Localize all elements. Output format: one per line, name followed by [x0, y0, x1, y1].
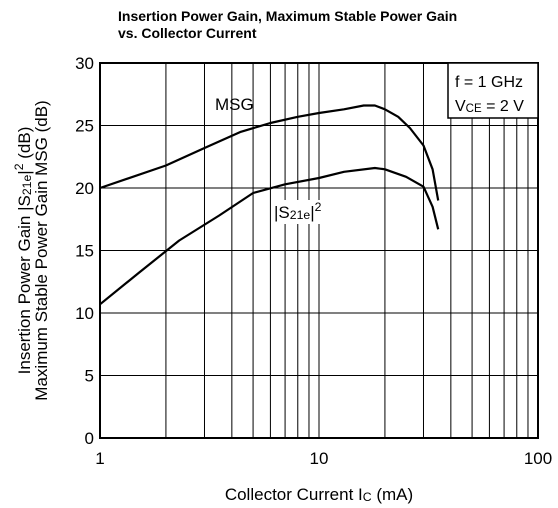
text-part: |	[310, 203, 314, 222]
chart-title: Insertion Power Gain, Maximum Stable Pow…	[118, 8, 457, 24]
annotation: f = 1 GHz	[455, 74, 523, 91]
text-part: = 2 V	[482, 98, 525, 115]
annotation: VCE = 2 V	[455, 98, 524, 115]
text-part: Insertion Power Gain |S	[15, 195, 34, 374]
text-part: Maximum Stable Power Gain MSG (dB)	[32, 100, 51, 400]
text-part: 2	[315, 200, 322, 214]
text-part: V	[455, 98, 466, 115]
text-part: 21e	[20, 175, 34, 196]
text-part: C	[363, 490, 372, 504]
y-tick-label: 5	[85, 367, 94, 386]
series-label: MSG	[215, 95, 254, 114]
x-tick-label: 100	[524, 449, 552, 468]
series-label: |S21e|2	[274, 200, 322, 222]
x-axis-label: Collector Current IC (mA)	[225, 485, 413, 504]
text-part: CE	[466, 103, 482, 115]
y-tick-label: 30	[75, 54, 94, 73]
series-line	[99, 166, 440, 306]
x-tick-label: 1	[95, 449, 104, 468]
text-part: Collector Current I	[225, 485, 363, 504]
y-axis-label: Maximum Stable Power Gain MSG (dB)	[32, 100, 51, 400]
plot-frame	[99, 62, 539, 439]
x-tick-label: 10	[310, 449, 329, 468]
text-part: 2	[12, 163, 26, 170]
text-part: 21e	[290, 208, 311, 222]
label-bg	[272, 200, 330, 224]
y-tick-label: 10	[75, 304, 94, 323]
annotation-box	[447, 62, 539, 119]
text-part: (dB)	[15, 127, 34, 164]
text-part: (mA)	[372, 485, 414, 504]
text-part: f = 1 GHz	[455, 74, 523, 91]
chart-title: vs. Collector Current	[118, 25, 257, 41]
text-part: |	[15, 170, 34, 174]
y-axis-label: Insertion Power Gain |S21e|2 (dB)	[12, 127, 34, 375]
y-tick-label: 0	[85, 429, 94, 448]
y-tick-label: 25	[75, 117, 94, 136]
y-tick-label: 15	[75, 242, 94, 261]
text-part: |S	[274, 203, 290, 222]
series-line	[99, 104, 440, 201]
y-tick-label: 20	[75, 179, 94, 198]
text-part: MSG	[215, 95, 254, 114]
